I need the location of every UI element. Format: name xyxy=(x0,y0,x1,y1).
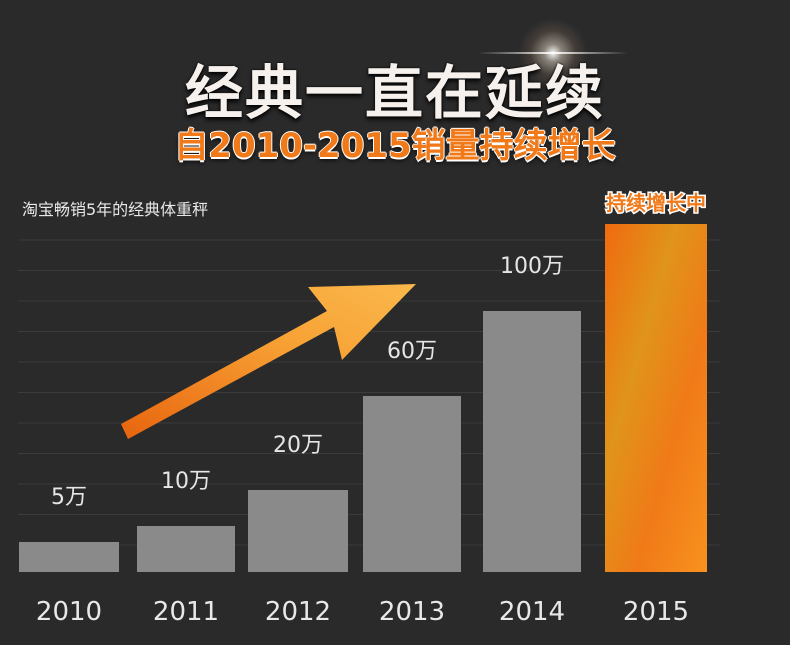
bars-group xyxy=(19,224,707,572)
x-tick-label-2014: 2014 xyxy=(499,597,565,627)
x-tick-label-2010: 2010 xyxy=(36,597,102,627)
bar-2015 xyxy=(605,224,707,572)
bar-2014 xyxy=(483,311,581,572)
labels-group: 2010 5万 2011 10万 2012 20万 2013 60万 2014 100万 2015 持… xyxy=(36,190,708,628)
data-label-2014: 100万 xyxy=(500,254,564,279)
x-tick-label-2012: 2012 xyxy=(265,597,331,627)
bar-2011 xyxy=(137,526,235,572)
bar-2010 xyxy=(19,542,119,572)
data-label-2015: 持续增长中 xyxy=(606,191,706,215)
data-label-2010: 5万 xyxy=(51,485,87,510)
data-label-2013: 60万 xyxy=(387,339,437,364)
x-tick-label-2011: 2011 xyxy=(153,597,219,627)
page-title: 经典一直在延续 xyxy=(184,59,605,127)
chart-caption: 淘宝畅销5年的经典体重秤 xyxy=(22,200,209,219)
trend-arrow-icon xyxy=(121,284,416,439)
data-label-2012: 20万 xyxy=(273,433,323,458)
page-subtitle: 自2010-2015销量持续增长 xyxy=(174,126,616,166)
trend-arrow-layer xyxy=(121,284,416,439)
light-flare-streak-icon xyxy=(478,52,628,54)
x-tick-label-2013: 2013 xyxy=(379,597,445,627)
x-tick-label-2015: 2015 xyxy=(623,597,689,627)
bar-2013 xyxy=(363,396,461,572)
bar-2012 xyxy=(248,490,348,572)
data-label-2011: 10万 xyxy=(161,469,211,494)
